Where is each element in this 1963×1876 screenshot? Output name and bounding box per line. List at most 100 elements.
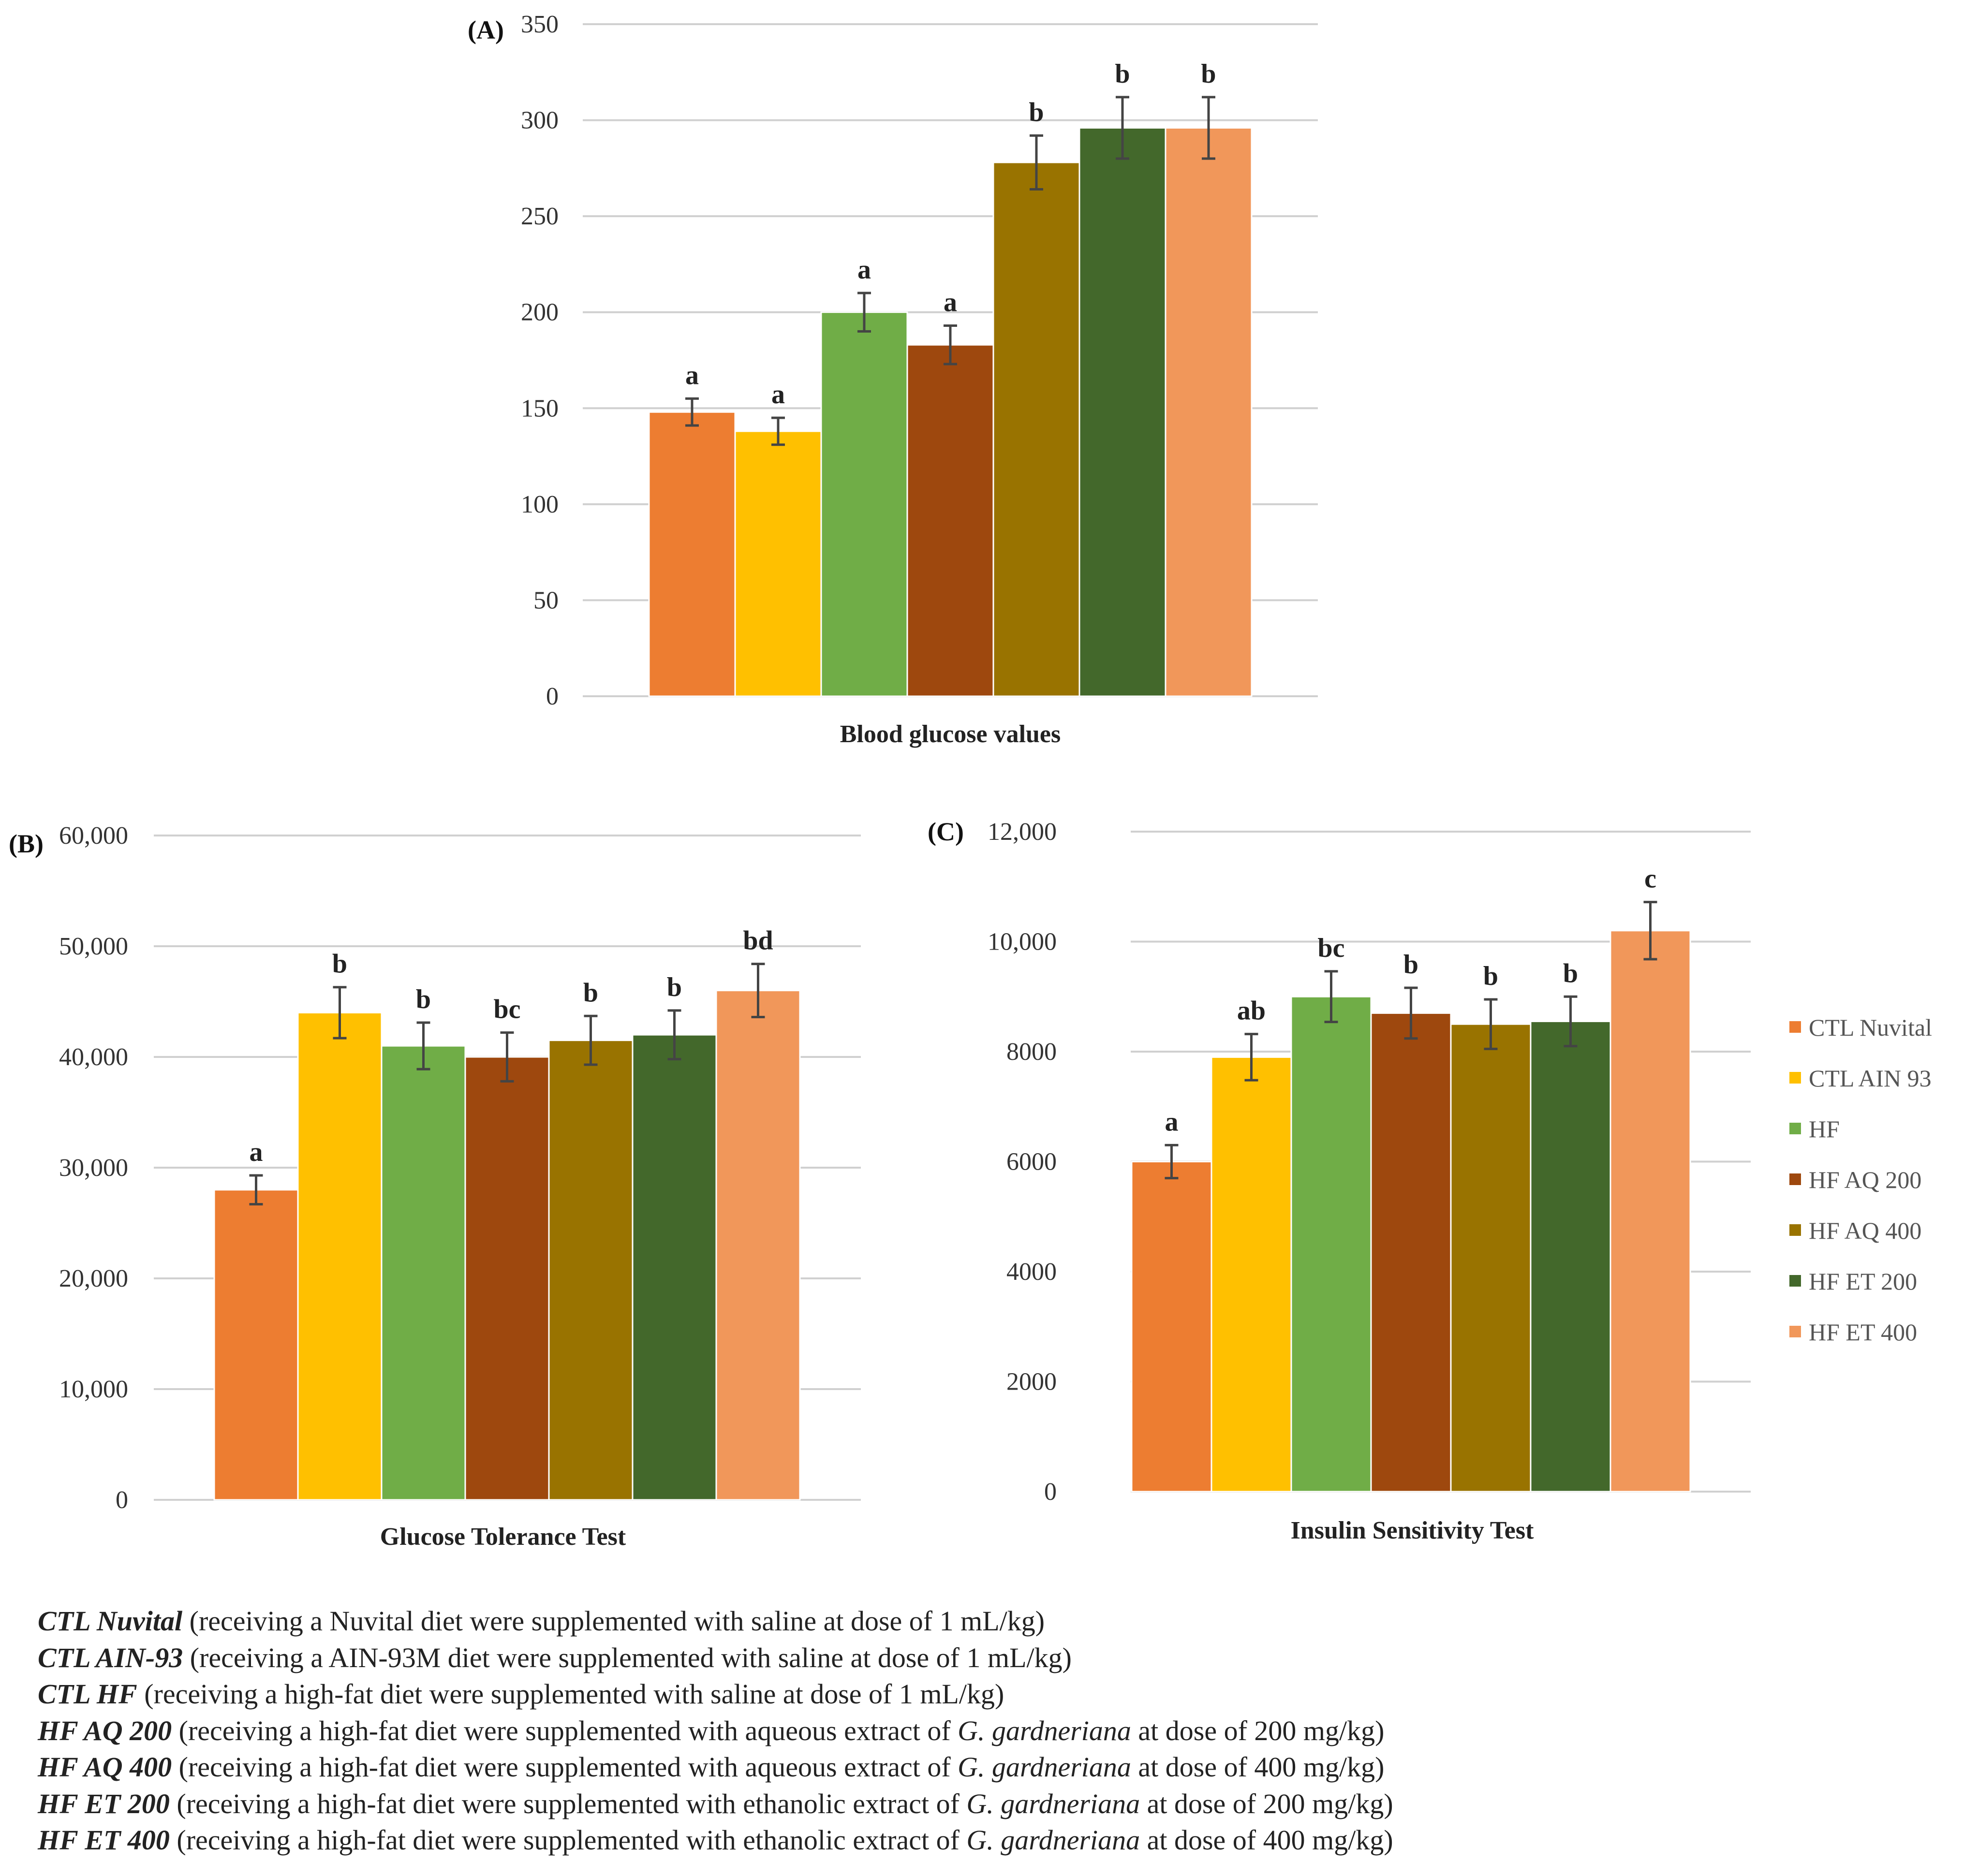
panel-label-C: (C): [928, 817, 964, 846]
caption-term: CTL Nuvital: [38, 1605, 183, 1637]
significance-letter-B: b: [416, 984, 431, 1014]
caption-line: CTL AIN-93 (receiving a AIN-93M diet wer…: [38, 1640, 1393, 1676]
significance-letter-A: a: [685, 360, 699, 390]
caption-term: HF ET 400: [38, 1824, 170, 1856]
bar-A: [1078, 127, 1166, 697]
caption-species: G. gardneriana: [966, 1788, 1140, 1819]
panel-label-B: (B): [9, 829, 44, 858]
caption-description: (receiving a Nuvital diet were supplemen…: [182, 1605, 1045, 1637]
significance-letter-C: ab: [1237, 996, 1266, 1026]
caption-line: CTL Nuvital (receiving a Nuvital diet we…: [38, 1603, 1393, 1640]
significance-letter-C: b: [1483, 961, 1498, 991]
legend-swatch: [1789, 1326, 1801, 1337]
significance-letter-A: a: [771, 380, 785, 410]
significance-letter-C: c: [1644, 864, 1656, 894]
significance-letter-B: b: [332, 949, 347, 979]
bar-C: [1290, 996, 1372, 1493]
legend-label: HF: [1809, 1115, 1840, 1143]
y-tick-label-A: 100: [521, 491, 559, 518]
caption-dose: at dose of 400 mg/kg): [1131, 1751, 1385, 1783]
y-tick-label-C: 6000: [1006, 1148, 1057, 1176]
significance-letter-C: b: [1563, 958, 1578, 988]
y-tick-label-C: 8000: [1006, 1038, 1057, 1066]
legend-swatch: [1789, 1224, 1801, 1236]
caption-dose: at dose of 200 mg/kg): [1140, 1788, 1393, 1819]
bar-C: [1530, 1020, 1611, 1493]
caption-species: G. gardneriana: [958, 1751, 1131, 1783]
significance-letter-B: a: [250, 1137, 263, 1167]
legend-label: CTL AIN 93: [1809, 1065, 1932, 1092]
caption-line: CTL HF (receiving a high-fat diet were s…: [38, 1676, 1393, 1713]
caption-dose: at dose of 200 mg/kg): [1131, 1715, 1385, 1746]
significance-letter-A: b: [1029, 97, 1044, 127]
y-tick-label-A: 200: [521, 299, 559, 326]
significance-letter-B: b: [667, 972, 682, 1002]
y-tick-label-C: 10,000: [988, 928, 1057, 956]
x-axis-label-C: Insulin Sensitivity Test: [1291, 1517, 1535, 1544]
figure-caption: CTL Nuvital (receiving a Nuvital diet we…: [38, 1603, 1393, 1859]
caption-line: HF ET 400 (receiving a high-fat diet wer…: [38, 1822, 1393, 1859]
caption-description: (receiving a high-fat diet were suppleme…: [137, 1678, 1004, 1710]
caption-species: G. gardneriana: [958, 1715, 1131, 1746]
bar-C: [1131, 1161, 1212, 1493]
legend-label: CTL Nuvital: [1809, 1014, 1932, 1041]
significance-letter-A: b: [1201, 59, 1216, 89]
y-tick-label-B: 50,000: [59, 933, 128, 960]
bar-B: [632, 1034, 717, 1501]
bar-A: [820, 311, 908, 697]
bar-C: [1210, 1056, 1292, 1493]
bar-B: [381, 1045, 466, 1501]
legend-swatch: [1789, 1275, 1801, 1287]
y-tick-label-A: 50: [533, 586, 559, 614]
y-tick-label-C: 12,000: [988, 818, 1057, 846]
y-tick-label-B: 30,000: [59, 1154, 128, 1182]
legend-label: HF ET 400: [1809, 1319, 1917, 1346]
caption-description: (receiving a high-fat diet were suppleme…: [169, 1824, 967, 1856]
bar-B: [715, 990, 801, 1501]
bar-A: [734, 430, 822, 697]
caption-dose: at dose of 400 mg/kg): [1140, 1824, 1393, 1856]
bar-A: [1165, 127, 1253, 697]
caption-line: HF ET 200 (receiving a high-fat diet wer…: [38, 1786, 1393, 1822]
bar-B: [213, 1189, 299, 1501]
y-tick-label-B: 40,000: [59, 1043, 128, 1071]
caption-description: (receiving a high-fat diet were suppleme…: [172, 1751, 958, 1783]
legend-swatch: [1789, 1072, 1801, 1084]
x-axis-label-B: Glucose Tolerance Test: [380, 1523, 626, 1551]
significance-letter-B: b: [583, 978, 598, 1008]
significance-letter-A: a: [857, 255, 871, 285]
caption-species: G. gardneriana: [966, 1824, 1140, 1856]
legend-label: HF ET 200: [1809, 1268, 1917, 1295]
y-tick-label-A: 150: [521, 395, 559, 422]
bar-A: [992, 161, 1080, 697]
caption-line: HF AQ 400 (receiving a high-fat diet wer…: [38, 1749, 1393, 1786]
panel-label-A: (A): [468, 15, 504, 44]
y-tick-label-A: 250: [521, 203, 559, 230]
significance-letter-A: a: [944, 288, 957, 318]
caption-line: HF AQ 200 (receiving a high-fat diet wer…: [38, 1713, 1393, 1749]
significance-letter-A: b: [1115, 59, 1130, 89]
y-tick-label-C: 4000: [1006, 1258, 1057, 1286]
y-tick-label-A: 0: [546, 683, 559, 710]
bar-C: [1450, 1023, 1532, 1493]
significance-letter-C: b: [1403, 950, 1418, 980]
legend-swatch: [1789, 1021, 1801, 1033]
caption-description: (receiving a high-fat diet were suppleme…: [172, 1715, 958, 1746]
bar-B: [464, 1056, 550, 1501]
x-axis-label-A: Blood glucose values: [840, 720, 1061, 748]
bar-A: [906, 344, 994, 697]
legend-swatch: [1789, 1173, 1801, 1185]
caption-term: HF AQ 400: [38, 1751, 172, 1783]
legend-swatch: [1789, 1123, 1801, 1134]
y-tick-label-A: 300: [521, 107, 559, 134]
caption-term: CTL AIN-93: [38, 1642, 183, 1673]
caption-description: (receiving a AIN-93M diet were supplemen…: [183, 1642, 1072, 1673]
y-tick-label-B: 0: [116, 1486, 128, 1514]
y-tick-label-A: 350: [521, 11, 559, 38]
significance-letter-B: bd: [743, 926, 773, 956]
caption-term: CTL HF: [38, 1678, 137, 1710]
significance-letter-C: bc: [1318, 933, 1345, 963]
bar-C: [1370, 1012, 1452, 1493]
y-tick-label-B: 60,000: [59, 822, 128, 850]
y-tick-label-C: 0: [1044, 1478, 1057, 1506]
